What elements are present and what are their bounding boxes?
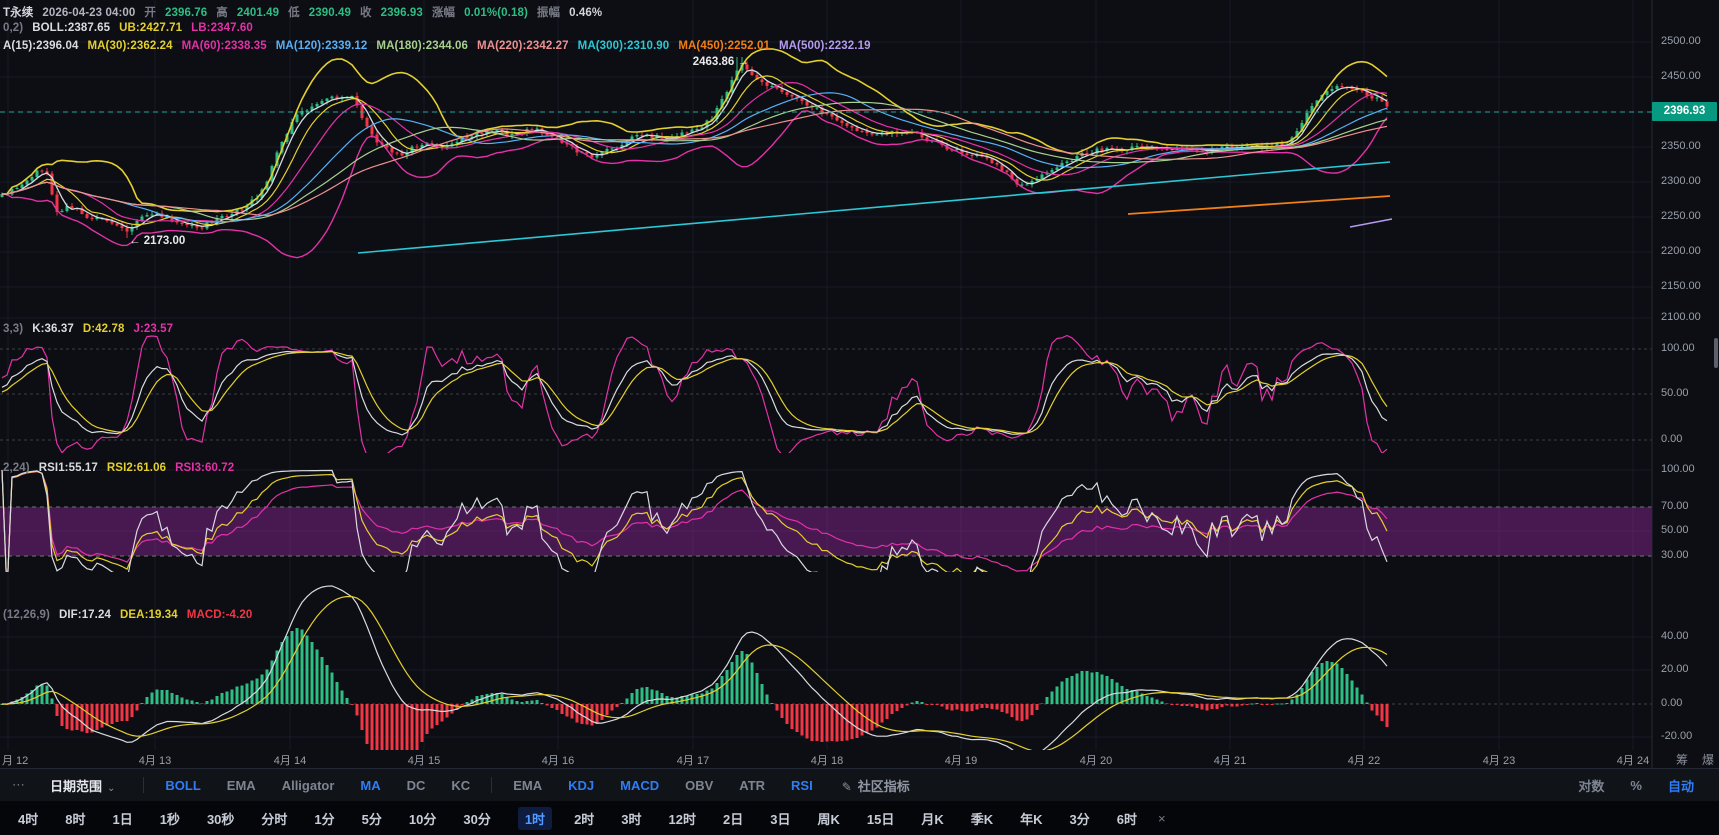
overlay-indicator-group: BOLL EMA Alligator MA DC KC [152,774,483,797]
timeframe-15日[interactable]: 15日 [867,807,894,830]
timeframe-2日[interactable]: 2日 [723,807,743,830]
edit-icon: ✎ [842,780,852,794]
price-axis-label: 2200.00 [1661,245,1701,257]
scale-对数[interactable]: 对数 [1578,772,1604,799]
date-range-button[interactable]: 日期范围 ⌄ [44,775,121,796]
more-icon[interactable]: ⋯ [12,777,26,793]
timeframe-10分[interactable]: 10分 [409,807,436,830]
indicator-obv[interactable]: OBV [685,774,713,797]
svg-text:← 2173.00: ← 2173.00 [129,235,185,247]
timeframe-12时[interactable]: 12时 [669,807,696,830]
rsi-axis-label: 50.00 [1661,524,1689,536]
date-axis-label[interactable]: 4月 24 [1609,752,1657,768]
date-axis-label[interactable]: 4月 18 [803,752,851,768]
macd-axis-label: 40.00 [1661,630,1689,642]
price-axis-label: 2300.00 [1661,175,1701,187]
date-axis-label[interactable]: 4月 17 [669,752,717,768]
timeframe-月K[interactable]: 月K [921,807,943,830]
rsi-axis-label: 30.00 [1661,549,1689,561]
kdj-axis-label: 0.00 [1661,433,1682,445]
date-axis-label[interactable]: 4月 13 [131,752,179,768]
divider [491,777,492,793]
date-axis-label[interactable]: 4月 19 [937,752,985,768]
last-price-badge: 2396.93 [1652,102,1717,121]
date-axis-label[interactable]: 4月 14 [266,752,314,768]
timeframe-3时[interactable]: 3时 [621,807,641,830]
indicator-atr[interactable]: ATR [739,774,765,797]
price-axis-label: 2250.00 [1661,210,1701,222]
scrollbar-thumb[interactable] [1714,338,1718,368]
timeframe-季K[interactable]: 季K [971,807,993,830]
community-indicators-button[interactable]: ✎ 社区指标 [836,775,916,796]
timeframe-1分[interactable]: 1分 [314,807,334,830]
timeframe-6时[interactable]: 6时 [1117,807,1137,830]
indicator-toolbar: ⋯ 日期范围 ⌄ BOLL EMA Alligator MA DC KC EMA KDJ MAC… [0,768,1719,801]
timeframe-1秒[interactable]: 1秒 [160,807,180,830]
indicator-dc[interactable]: DC [407,774,426,797]
indicator-kc[interactable]: KC [451,774,470,797]
timeframe-1日[interactable]: 1日 [112,807,132,830]
price-axis-label: 2100.00 [1661,311,1701,323]
svg-text:2463.86 →: 2463.86 → [693,56,749,68]
macd-axis-label: 0.00 [1661,697,1682,709]
kdj-axis-label: 50.00 [1661,387,1689,399]
indicator-ema[interactable]: EMA [227,774,256,797]
timeframe-3分[interactable]: 3分 [1070,807,1090,830]
price-axis-label: 2150.00 [1661,280,1701,292]
kdj-axis-label: 100.00 [1661,342,1695,354]
indicator-rsi[interactable]: RSI [791,774,813,797]
price-axis-label: 2350.00 [1661,140,1701,152]
macd-axis-label: -20.00 [1661,730,1692,742]
date-axis-label[interactable]: 4月 20 [1072,752,1120,768]
axis-tool-爆[interactable]: 爆 [1702,751,1714,768]
timeframe-8时[interactable]: 8时 [65,807,85,830]
price-axis-label: 2450.00 [1661,70,1701,82]
macd-axis-label: 20.00 [1661,663,1689,675]
timeframe-2时[interactable]: 2时 [574,807,594,830]
chart-canvas: 2463.86 → ← 2173.00 [0,0,1719,768]
date-axis-label[interactable]: 4月 15 [400,752,448,768]
timeframe-周K[interactable]: 周K [817,807,839,830]
scale-options-group: 对数% 自动 [1565,772,1707,799]
indicator-alligator[interactable]: Alligator [282,774,335,797]
indicator-ma[interactable]: MA [360,774,380,797]
indicator-kdj[interactable]: KDJ [568,774,594,797]
trading-terminal: 2463.86 →← 2173.00 T永续2026-04-23 04:00开2… [0,0,1719,835]
timeframe-1时[interactable]: 1时 [518,807,552,830]
scale-自动[interactable]: 自动 [1668,772,1694,799]
timeframe-年K[interactable]: 年K [1020,807,1042,830]
chart-area[interactable]: 2463.86 →← 2173.00 T永续2026-04-23 04:00开2… [0,0,1719,768]
price-axis-label: 2500.00 [1661,35,1701,47]
date-axis-label[interactable]: 月 12 [2,752,50,768]
timeframe-30分[interactable]: 30分 [463,807,490,830]
indicator-macd[interactable]: MACD [620,774,659,797]
divider [143,777,144,793]
date-range-label: 日期范围 [50,779,102,794]
close-icon[interactable]: × [1158,811,1166,826]
date-axis-label[interactable]: 4月 21 [1206,752,1254,768]
scale-%[interactable]: % [1630,774,1642,797]
oscillator-indicator-group: EMA KDJ MACD OBV ATR RSI [500,774,826,797]
timeframe-30秒[interactable]: 30秒 [207,807,234,830]
chevron-down-icon: ⌄ [107,783,115,794]
axis-tool-筹[interactable]: 筹 [1676,751,1688,768]
timeframe-4时[interactable]: 4时 [18,807,38,830]
date-axis-label[interactable]: 4月 22 [1340,752,1388,768]
community-label: 社区指标 [858,779,910,794]
timeframe-分时[interactable]: 分时 [261,807,287,830]
timeframe-toolbar: 4时 8时 1日 1秒 30秒 分时 1分 5分 10分 30分 1时 2时 3时 12时 2日 3日 周K 15… [0,801,1719,835]
indicator-ema[interactable]: EMA [513,774,542,797]
rsi-axis-label: 70.00 [1661,500,1689,512]
timeframe-5分[interactable]: 5分 [362,807,382,830]
timeframe-3日[interactable]: 3日 [770,807,790,830]
date-axis-label[interactable]: 4月 16 [534,752,582,768]
indicator-boll[interactable]: BOLL [165,774,200,797]
rsi-axis-label: 100.00 [1661,463,1695,475]
date-axis-label[interactable]: 4月 23 [1475,752,1523,768]
